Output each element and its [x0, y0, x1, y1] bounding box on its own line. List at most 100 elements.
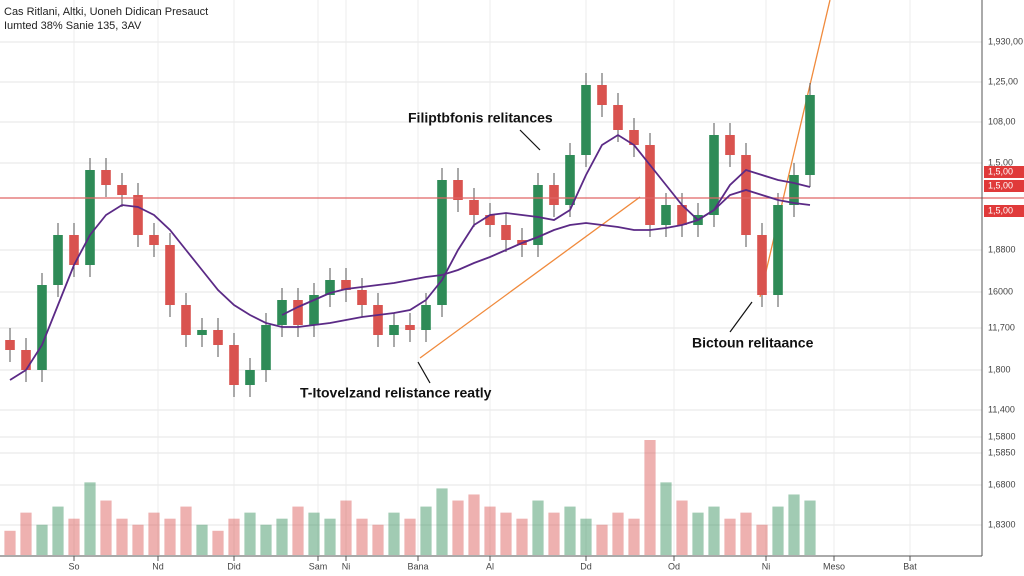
volume-bar	[436, 488, 448, 555]
candle-body	[677, 205, 687, 225]
candle-body	[485, 215, 495, 225]
chart-title: Cas Ritlani, Altki, Uoneh Didican Presau…	[4, 6, 208, 18]
candle-body	[149, 235, 159, 245]
volume-bar	[404, 518, 416, 555]
candle-body	[757, 235, 767, 295]
volume-bar	[36, 524, 48, 555]
candle-body	[101, 170, 111, 185]
volume-bar	[452, 500, 464, 555]
volume-bar	[340, 500, 352, 555]
candle-body	[213, 330, 223, 345]
trend-line	[759, 0, 831, 298]
volume-bar	[244, 512, 256, 555]
volume-bar	[4, 530, 16, 555]
candle-body	[453, 180, 463, 200]
volume-bar	[596, 524, 608, 555]
price-tag-label: 1,5,00	[988, 205, 1013, 215]
candle-body	[437, 180, 447, 305]
annotation-arrow	[729, 301, 753, 333]
x-tick-label: Od	[668, 561, 680, 571]
volume-bar	[548, 512, 560, 555]
plot	[0, 73, 1024, 397]
candle-body	[373, 305, 383, 335]
candle-body	[325, 280, 335, 295]
volume-bar	[148, 512, 160, 555]
y-tick-label: 1,800	[988, 364, 1011, 374]
y-tick-label: 1,25,00	[988, 76, 1018, 86]
candle-body	[229, 345, 239, 385]
volume-bar	[292, 506, 304, 555]
volume-bar	[68, 518, 80, 555]
volume-bar	[740, 512, 752, 555]
candle-body	[181, 305, 191, 335]
x-tick-label: Al	[486, 561, 494, 571]
volume-panel	[4, 440, 816, 555]
price-tag	[984, 166, 1024, 178]
x-tick-label: So	[68, 561, 79, 571]
x-tick-label: Bana	[407, 561, 428, 571]
trend-line	[419, 196, 641, 359]
candle-body	[309, 295, 319, 325]
candle-body	[533, 185, 543, 245]
annotation: Filiptbfonis relitances	[408, 110, 553, 126]
candle-body	[421, 305, 431, 330]
y-tick-label: 11,700	[988, 322, 1015, 332]
x-tick-label: Bat	[903, 561, 917, 571]
volume-bar	[324, 518, 336, 555]
candle-body	[405, 325, 415, 330]
candle-body	[293, 300, 303, 325]
candle-body	[21, 350, 31, 370]
x-tick-label: Ni	[762, 561, 771, 571]
candle-body	[773, 205, 783, 295]
volume-bar	[468, 494, 480, 555]
volume-bar	[644, 440, 656, 555]
volume-bar	[756, 524, 768, 555]
candle-body	[389, 325, 399, 335]
annotation-arrow	[417, 361, 431, 384]
volume-bar	[628, 518, 640, 555]
candle-body	[197, 330, 207, 335]
x-tick-label: Ni	[342, 561, 351, 571]
candle-body	[741, 155, 751, 235]
volume-bar	[708, 506, 720, 555]
candle-body	[645, 145, 655, 225]
candle-body	[341, 280, 351, 290]
volume-bar	[388, 512, 400, 555]
volume-bar	[116, 518, 128, 555]
x-tick-label: Did	[227, 561, 241, 571]
volume-bar	[564, 506, 576, 555]
volume-bar	[612, 512, 624, 555]
volume-bar	[500, 512, 512, 555]
x-tick-label: Meso	[823, 561, 845, 571]
candle-body	[597, 85, 607, 105]
candle-body	[709, 135, 719, 215]
price-tag	[984, 180, 1024, 192]
volume-bar	[132, 524, 144, 555]
volume-bar	[580, 518, 592, 555]
candle-body	[661, 205, 671, 225]
candle-body	[789, 175, 799, 205]
candle-body	[357, 290, 367, 305]
volume-bar	[84, 482, 96, 555]
candle-body	[261, 325, 271, 370]
volume-bar	[420, 506, 432, 555]
volume-bar	[212, 530, 224, 555]
y-tick-label: 1,5,00	[988, 157, 1013, 167]
candle-body	[37, 285, 47, 370]
candle-body	[469, 200, 479, 215]
candle-body	[117, 185, 127, 195]
annotation-arrow	[519, 129, 541, 151]
candle-body	[53, 235, 63, 285]
x-tick-label: Nd	[152, 561, 164, 571]
volume-bar	[196, 524, 208, 555]
volume-bar	[260, 524, 272, 555]
volume-bar	[356, 518, 368, 555]
candle-body	[629, 130, 639, 145]
volume-bar	[276, 518, 288, 555]
chart-subtitle: Iumted 38% Sanie 135, 3AV	[4, 20, 142, 32]
candle-body	[549, 185, 559, 205]
volume-bar	[660, 482, 672, 555]
price-tag-label: 1,5,00	[988, 180, 1013, 190]
y-tick-label: 16000	[988, 286, 1013, 296]
